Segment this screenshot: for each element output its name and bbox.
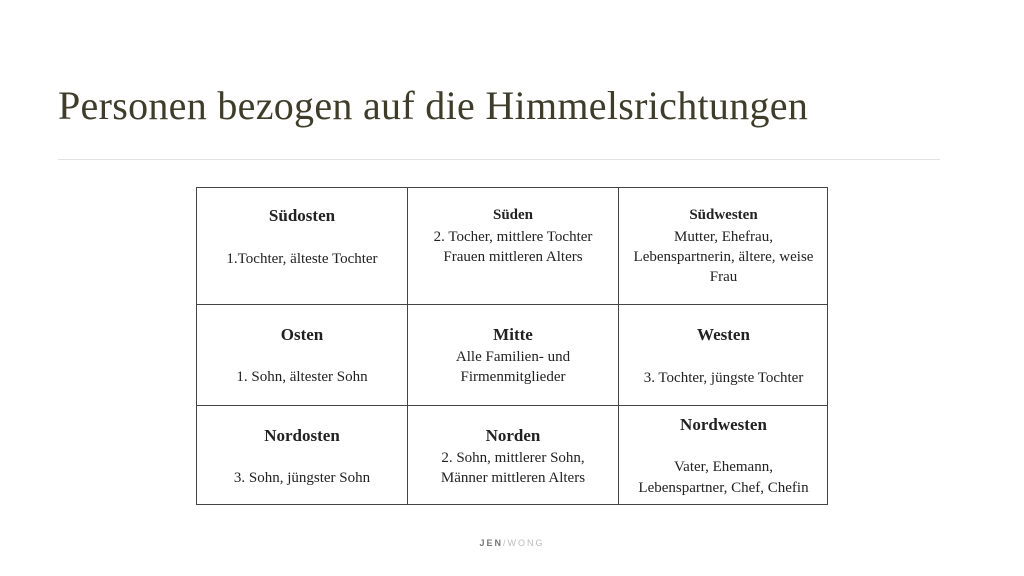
directions-table: Südosten 1.Tochter, älteste Tochter Süde… [196, 187, 828, 505]
cell-westen: Westen 3. Tochter, jüngste Tochter [618, 304, 828, 405]
cell-body: Lebenspartnerin, ältere, weise [633, 249, 814, 265]
cell-body: Vater, Ehemann, [674, 459, 773, 475]
logo-left: JEN [479, 538, 503, 548]
cell-heading: Nordosten [264, 426, 340, 445]
cell-body: Männer mittleren Alters [440, 470, 586, 486]
cell-heading: Süden [492, 207, 534, 223]
logo-right: WONG [507, 538, 545, 548]
cell-heading: Nordwesten [680, 415, 767, 434]
cell-body: 3. Sohn, jüngster Sohn [233, 470, 371, 486]
cell-body: 3. Tochter, jüngste Tochter [643, 370, 804, 386]
cell-osten: Osten 1. Sohn, ältester Sohn [197, 304, 407, 405]
cell-suedwesten: Südwesten Mutter, Ehefrau, Lebenspartner… [618, 188, 828, 304]
divider [58, 159, 940, 160]
cell-suedosten: Südosten 1.Tochter, älteste Tochter [197, 188, 407, 304]
brand-logo: JEN/WONG [479, 538, 545, 548]
cell-body: Firmenmitglieder [460, 369, 566, 385]
cell-heading: Mitte [493, 325, 533, 344]
cell-body: 1.Tochter, älteste Tochter [226, 251, 378, 267]
cell-sueden: Süden 2. Tocher, mittlere Tochter Frauen… [407, 188, 618, 304]
page-title: Personen bezogen auf die Himmelsrichtung… [58, 83, 809, 128]
cell-body: Mutter, Ehefrau, [674, 229, 773, 245]
cell-heading: Südosten [268, 206, 336, 225]
cell-body: Frau [709, 269, 738, 285]
cell-nordwesten: Nordwesten Vater, Ehemann, Lebenspartner… [618, 405, 828, 505]
cell-body: 1. Sohn, ältester Sohn [236, 369, 368, 385]
cell-body: 2. Tocher, mittlere Tochter [433, 229, 593, 245]
cell-heading: Westen [697, 325, 750, 344]
cell-body: Lebenspartner, Chef, Chefin [638, 480, 809, 496]
cell-norden: Norden 2. Sohn, mittlerer Sohn, Männer m… [407, 405, 618, 505]
cell-nordosten: Nordosten 3. Sohn, jüngster Sohn [197, 405, 407, 505]
cell-heading: Norden [485, 426, 541, 445]
cell-body: 2. Sohn, mittlerer Sohn, [441, 450, 585, 466]
cell-heading: Osten [280, 325, 324, 344]
cell-heading: Südwesten [689, 207, 758, 223]
cell-body: Alle Familien- und [455, 349, 571, 365]
cell-mitte: Mitte Alle Familien- und Firmenmitgliede… [407, 304, 618, 405]
cell-body: Frauen mittleren Alters [443, 249, 583, 265]
